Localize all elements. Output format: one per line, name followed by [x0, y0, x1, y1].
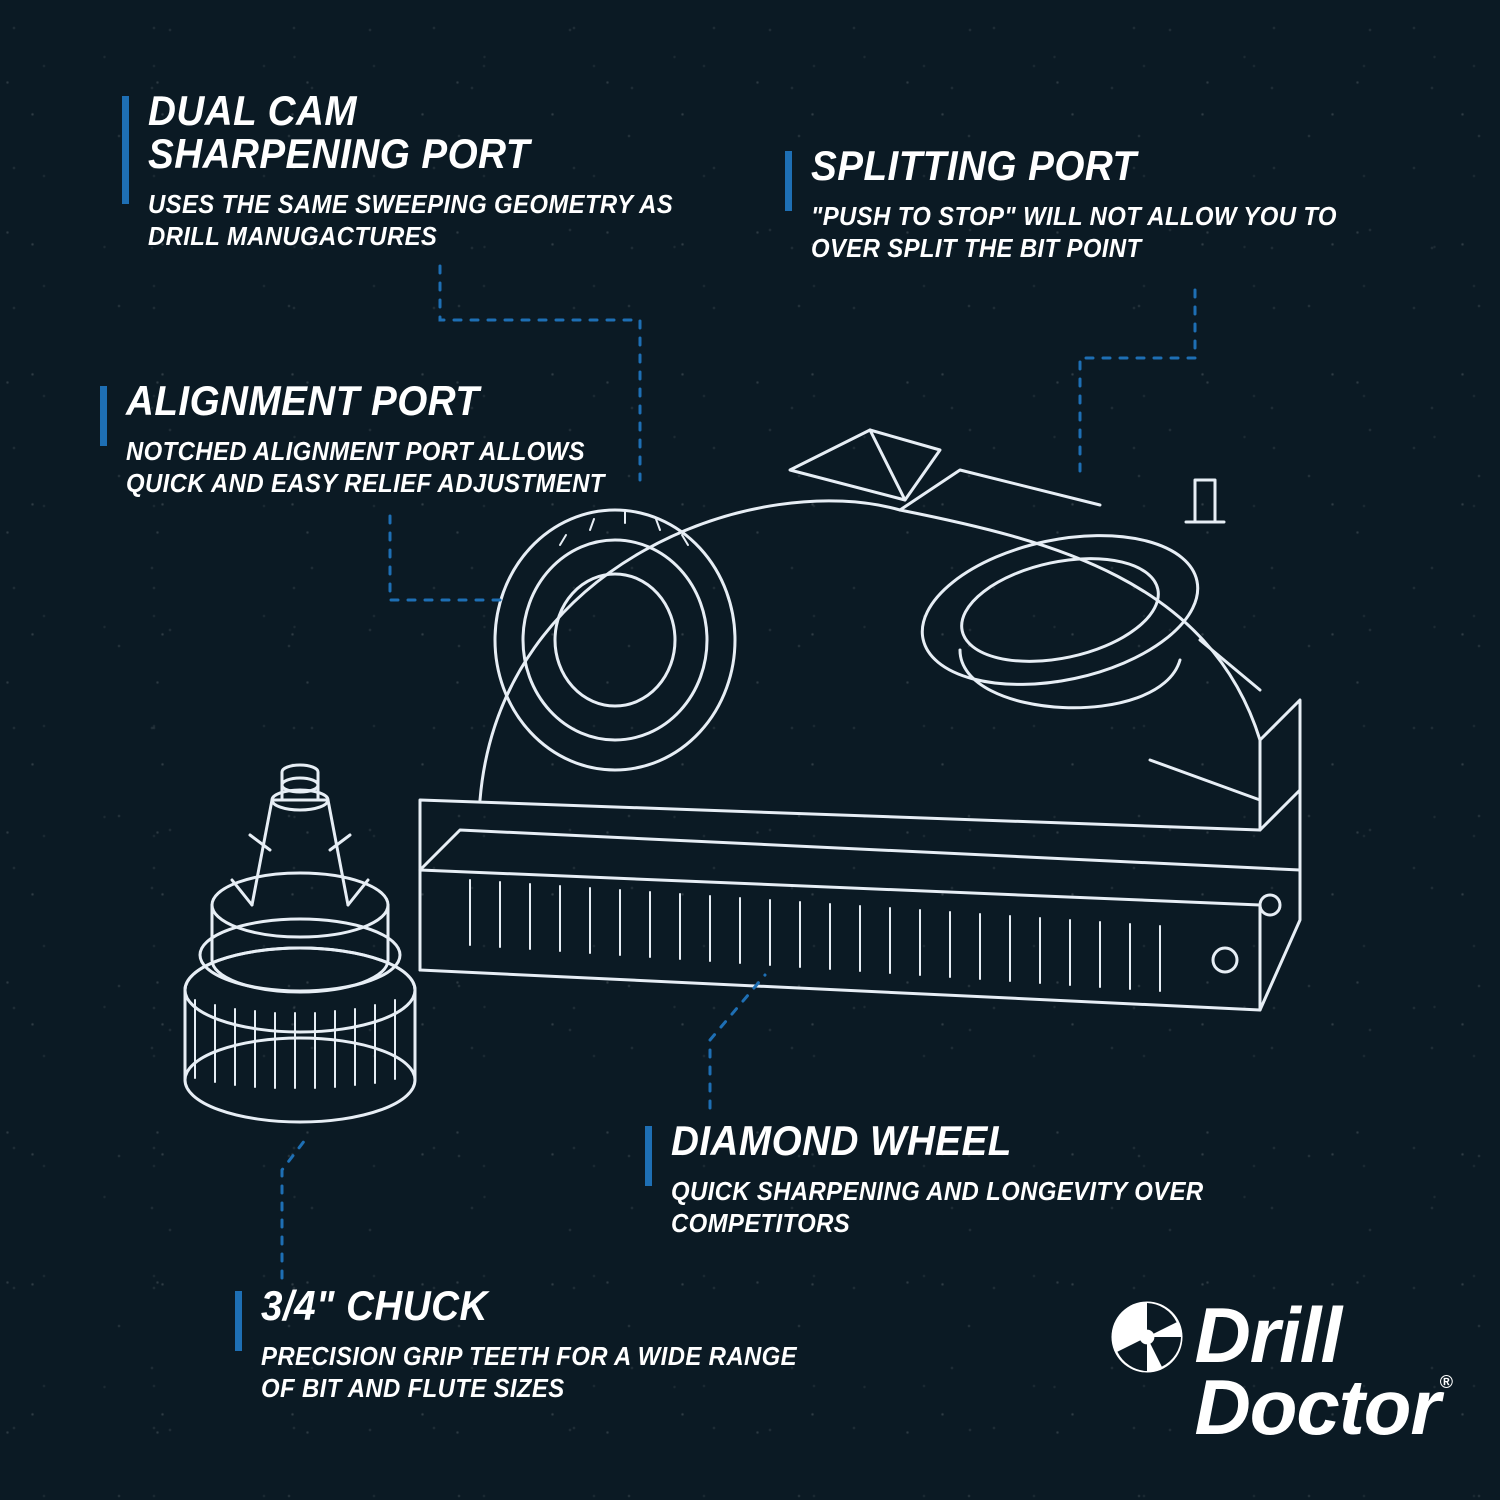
callout-desc: PRECISION GRIP TEETH FOR A WIDE RANGE OF… — [261, 1340, 797, 1405]
callout-desc: "PUSH TO STOP" WILL NOT ALLOW YOU TO OVE… — [811, 200, 1337, 265]
callout-desc: USES THE SAME SWEEPING GEOMETRY AS DRILL… — [148, 188, 673, 253]
logo-registered: ® — [1440, 1372, 1453, 1392]
callout-diamond: DIAMOND WHEEL QUICK SHARPENING AND LONGE… — [645, 1120, 1250, 1240]
accent-bar — [645, 1126, 652, 1186]
logo-line2: Doctor — [1194, 1363, 1439, 1451]
logo-mark-icon — [1110, 1300, 1184, 1379]
callout-title: DUAL CAM SHARPENING PORT — [148, 90, 673, 176]
brand-logo: Drill Doctor® — [1110, 1300, 1453, 1444]
callout-dual-cam: DUAL CAM SHARPENING PORT USES THE SAME S… — [122, 90, 719, 253]
accent-bar — [122, 96, 129, 204]
logo-line1: Drill — [1194, 1300, 1453, 1372]
connector-diamond — [710, 975, 765, 1108]
connector-alignment — [390, 516, 508, 600]
callout-splitting: SPLITTING PORT "PUSH TO STOP" WILL NOT A… — [785, 145, 1383, 265]
connector-chuck — [282, 1140, 305, 1278]
callout-desc: QUICK SHARPENING AND LONGEVITY OVER COMP… — [671, 1175, 1204, 1240]
accent-bar — [235, 1291, 242, 1351]
callout-title: ALIGNMENT PORT — [126, 380, 605, 423]
callout-chuck: 3/4" CHUCK PRECISION GRIP TEETH FOR A WI… — [235, 1285, 844, 1405]
callout-title: 3/4" CHUCK — [261, 1285, 797, 1328]
infographic-stage: DUAL CAM SHARPENING PORT USES THE SAME S… — [0, 0, 1500, 1500]
callout-title: SPLITTING PORT — [811, 145, 1337, 188]
callout-desc: NOTCHED ALIGNMENT PORT ALLOWS QUICK AND … — [126, 435, 605, 500]
connector-splitting — [1080, 290, 1195, 478]
callout-title: DIAMOND WHEEL — [671, 1120, 1204, 1163]
accent-bar — [785, 151, 792, 211]
accent-bar — [100, 386, 107, 446]
callout-alignment: ALIGNMENT PORT NOTCHED ALIGNMENT PORT AL… — [100, 380, 646, 500]
